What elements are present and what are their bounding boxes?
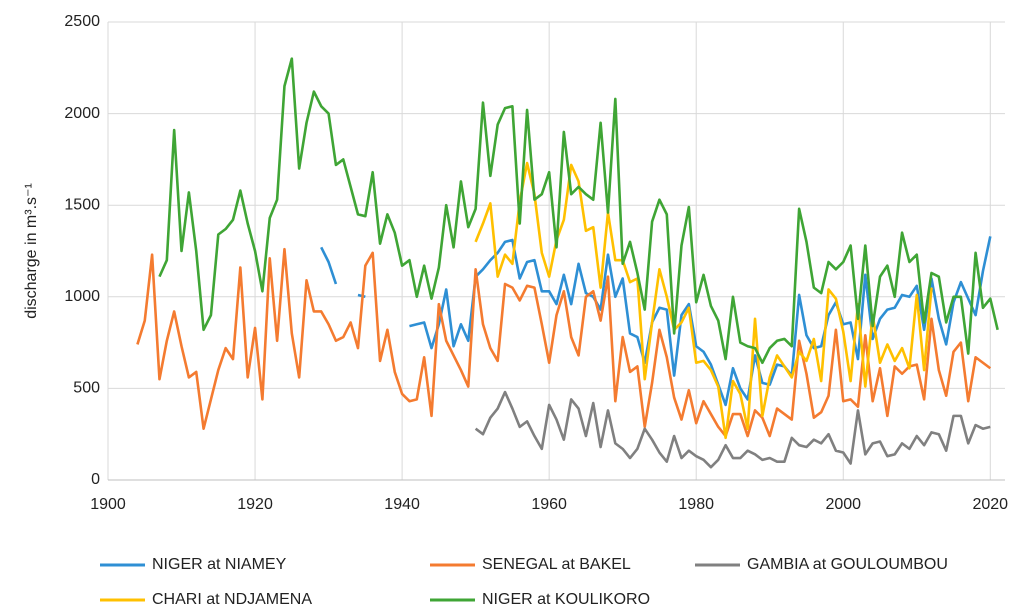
y-tick-label: 1000 (64, 288, 100, 305)
legend-label: GAMBIA at GOULOUMBOU (747, 556, 948, 573)
legend-label: NIGER at NIAMEY (152, 556, 287, 573)
x-tick-label: 1920 (237, 496, 273, 513)
y-axis-label: discharge in m³.s⁻¹ (23, 183, 40, 319)
x-tick-label: 2020 (972, 496, 1008, 513)
series-line (474, 390, 991, 469)
legend-label: NIGER at KOULIKORO (482, 591, 650, 608)
x-tick-label: 2000 (825, 496, 861, 513)
x-tick-label: 1980 (678, 496, 714, 513)
legend-label: SENEGAL at BAKEL (482, 556, 631, 573)
x-tick-label: 1940 (384, 496, 420, 513)
series-line (158, 57, 999, 365)
series-line (136, 247, 992, 438)
legend-label: CHARI at NDJAMENA (152, 591, 312, 608)
y-tick-label: 1500 (64, 196, 100, 213)
y-tick-label: 2500 (64, 13, 100, 30)
series-line (474, 161, 933, 440)
series-line (320, 236, 992, 407)
y-tick-label: 500 (73, 380, 100, 397)
y-tick-label: 0 (91, 471, 100, 488)
y-tick-label: 2000 (64, 105, 100, 122)
x-tick-label: 1900 (90, 496, 126, 513)
x-tick-label: 1960 (531, 496, 567, 513)
